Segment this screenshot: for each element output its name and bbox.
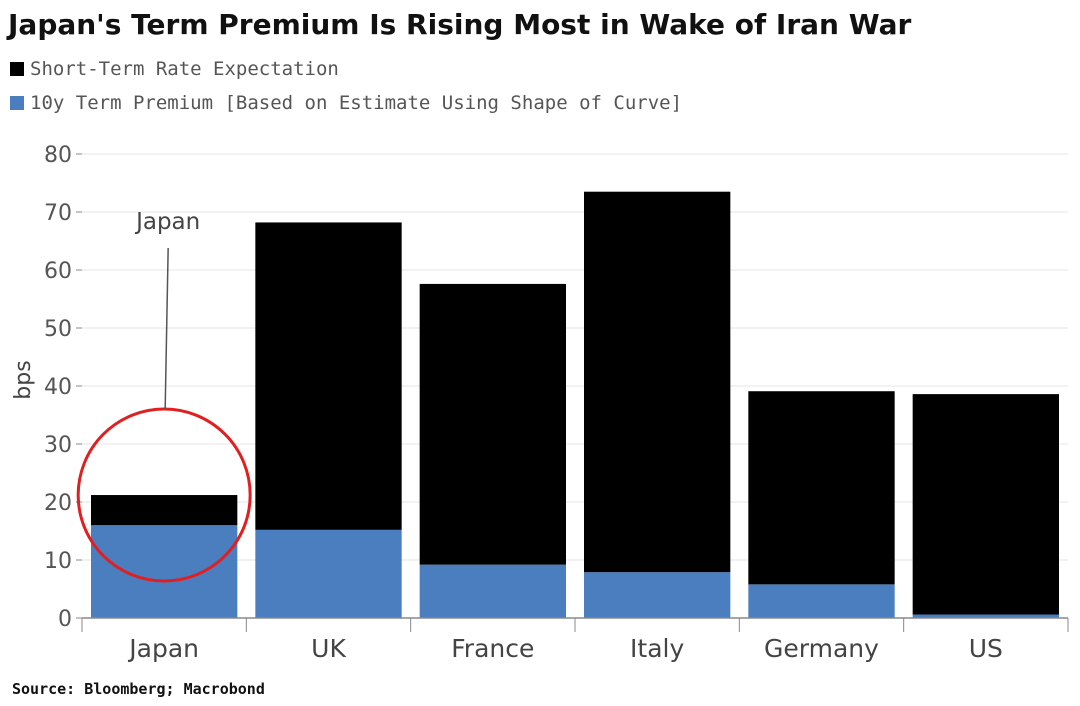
y-tick-label: 10 bbox=[44, 549, 72, 574]
x-axis: Japan UK France Italy Germany US bbox=[81, 617, 1069, 663]
bar-germany-term-premium bbox=[748, 584, 895, 618]
legend-swatch-short-term bbox=[10, 62, 24, 76]
y-axis-ticks: 0 10 20 30 40 50 60 70 80 bbox=[44, 143, 82, 632]
y-tick-label: 60 bbox=[44, 259, 72, 284]
y-tick-label: 40 bbox=[44, 375, 72, 400]
bar-uk-term-premium bbox=[255, 529, 402, 618]
legend-item-short-term: Short-Term Rate Expectation bbox=[10, 58, 339, 80]
legend-label-short-term: Short-Term Rate Expectation bbox=[30, 58, 339, 80]
source-note: Source: Bloomberg; Macrobond bbox=[12, 680, 265, 698]
bar-us-short-term bbox=[912, 394, 1059, 615]
bar-france-term-premium bbox=[419, 564, 566, 618]
bar-italy-term-premium bbox=[584, 572, 731, 618]
x-category-label: France bbox=[451, 634, 534, 663]
bar-us-term-premium bbox=[912, 614, 1059, 618]
x-category-label: UK bbox=[311, 634, 346, 663]
bar-italy-short-term bbox=[584, 191, 731, 573]
annotation-leader-line bbox=[164, 247, 169, 410]
y-tick-label: 30 bbox=[44, 433, 72, 458]
y-tick-label: 20 bbox=[44, 491, 72, 516]
annotation: Japan bbox=[76, 209, 252, 583]
annotation-label: Japan bbox=[134, 209, 200, 235]
bar-japan-short-term bbox=[91, 495, 238, 526]
legend-item-term-premium: 10y Term Premium [Based on Estimate Usin… bbox=[10, 92, 682, 114]
chart-title: Japan's Term Premium Is Rising Most in W… bbox=[8, 8, 912, 41]
y-axis-title: bps bbox=[11, 360, 36, 399]
x-category-label: Japan bbox=[127, 634, 199, 663]
x-category-label: Italy bbox=[630, 634, 684, 663]
bar-japan-term-premium bbox=[91, 525, 238, 618]
y-tick-label: 50 bbox=[44, 317, 72, 342]
legend-label-term-premium: 10y Term Premium [Based on Estimate Usin… bbox=[30, 92, 683, 114]
bar-uk-short-term bbox=[255, 222, 402, 530]
x-category-label: Germany bbox=[764, 634, 879, 663]
y-tick-label: 0 bbox=[58, 607, 72, 632]
x-category-label: US bbox=[969, 634, 1003, 663]
y-tick-label: 80 bbox=[44, 143, 72, 168]
y-tick-label: 70 bbox=[44, 201, 72, 226]
bars bbox=[91, 191, 1059, 618]
gridlines bbox=[82, 153, 1068, 561]
highlight-circle bbox=[76, 407, 252, 583]
legend-swatch-term-premium bbox=[10, 96, 24, 110]
bar-germany-short-term bbox=[748, 391, 895, 585]
bar-france-short-term bbox=[419, 283, 566, 565]
